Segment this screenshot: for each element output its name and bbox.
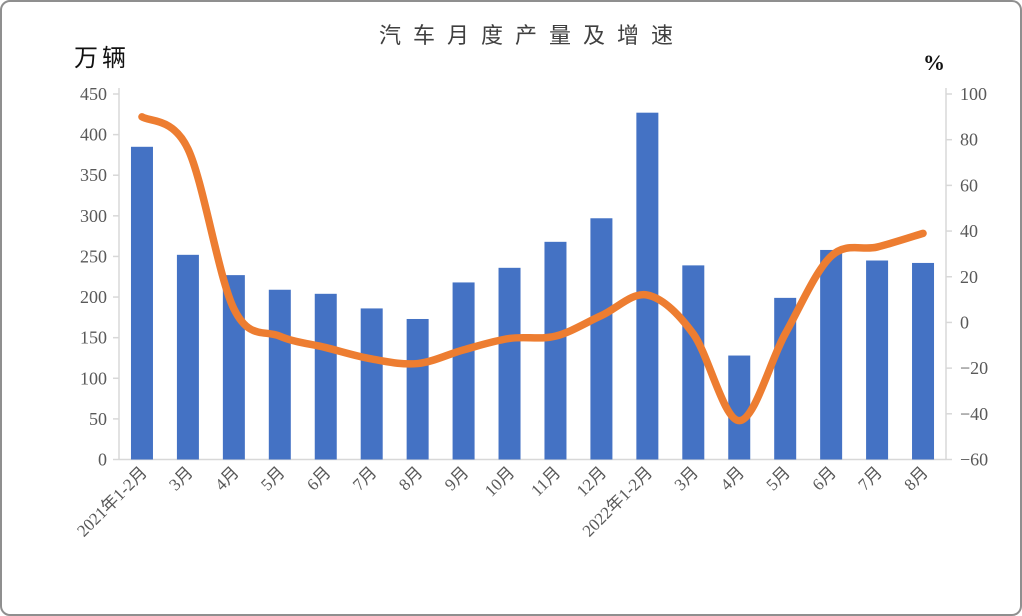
left-axis-tick-label: 0: [98, 450, 107, 470]
left-axis-unit-label: 万辆: [74, 46, 130, 72]
production-bar: [314, 293, 337, 460]
left-axis-tick-label: 250: [80, 246, 107, 266]
production-bar: [360, 308, 383, 460]
x-axis-category-label: 6月: [809, 463, 840, 494]
right-axis-tick-label: −40: [960, 404, 988, 424]
x-axis-category-label: 2021年1-2月: [73, 463, 151, 541]
x-axis-category-label: 10月: [481, 463, 518, 500]
x-axis-category-label: 5月: [257, 463, 288, 494]
x-axis-category-label: 6月: [303, 463, 334, 494]
x-axis-category-label: 4月: [211, 463, 242, 494]
growth-rate-line: [138, 113, 927, 425]
left-axis-tick-label: 100: [80, 368, 107, 388]
left-axis-tick-label: 400: [80, 125, 107, 145]
production-bar: [268, 289, 291, 460]
production-bar: [406, 318, 429, 460]
production-bar: [498, 267, 521, 460]
x-axis-category-label: 7月: [349, 463, 380, 494]
x-axis-category-label: 3月: [165, 463, 196, 494]
right-axis-tick-label: 80: [960, 130, 978, 150]
production-bar: [544, 241, 567, 460]
production-bar: [820, 249, 843, 460]
left-axis-tick-label: 350: [80, 165, 107, 185]
left-axis-tick-label: 50: [89, 409, 107, 429]
right-axis-tick-label: 60: [960, 175, 978, 195]
production-bar: [130, 146, 153, 460]
x-axis-category-label: 9月: [441, 463, 472, 494]
production-bar: [866, 260, 889, 460]
axes: [113, 88, 952, 461]
production-bar-series: [130, 112, 935, 460]
production-bar: [590, 218, 613, 460]
axis-tick-labels: 0 50 100 150 200 250 300 350 400 450 −60 −40 −20 0 20 4…: [73, 84, 988, 540]
left-axis-tick-label: 450: [80, 84, 107, 104]
production-bar: [682, 265, 705, 460]
x-axis-category-label: 4月: [717, 463, 748, 494]
x-axis-category-label: 12月: [573, 463, 610, 500]
production-bar: [728, 355, 751, 460]
left-axis-tick-label: 150: [80, 328, 107, 348]
left-axis-tick-label: 300: [80, 206, 107, 226]
right-axis-tick-label: −20: [960, 358, 988, 378]
x-axis-category-label: 8月: [395, 463, 426, 494]
production-bar: [912, 262, 935, 460]
x-axis-category-label: 3月: [671, 463, 702, 494]
right-axis-tick-label: −60: [960, 450, 988, 470]
production-bar: [636, 112, 659, 460]
x-axis-category-label: 5月: [763, 463, 794, 494]
right-axis-tick-label: 20: [960, 267, 978, 287]
right-axis-tick-label: 0: [960, 312, 969, 332]
x-axis-category-label: 8月: [900, 463, 931, 494]
x-axis-category-label: 11月: [527, 463, 564, 500]
right-axis-tick-label: 100: [960, 84, 987, 104]
production-bar: [452, 282, 475, 460]
chart-title: 汽车月度产量及增速: [378, 23, 685, 48]
production-bar: [176, 254, 199, 460]
left-axis-tick-label: 200: [80, 287, 107, 307]
right-axis-tick-label: 40: [960, 221, 978, 241]
right-axis-unit-label: %: [923, 50, 945, 75]
x-axis-category-label: 7月: [854, 463, 885, 494]
